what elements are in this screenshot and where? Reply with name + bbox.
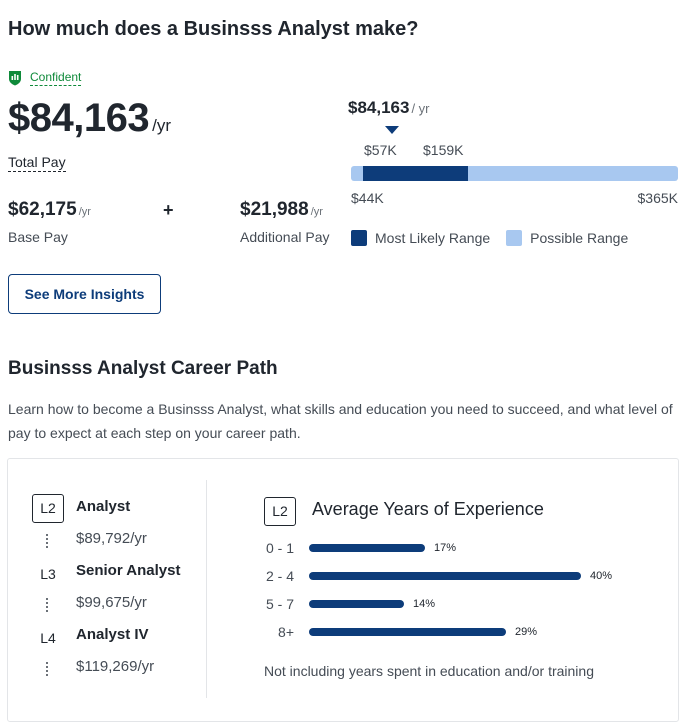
likely-low-label: $57K [364,142,397,158]
connector-dots [46,534,48,548]
connector-dots [46,598,48,612]
experience-years-label: 0 - 1 [265,540,294,556]
level-badge-l3[interactable]: L3 [40,566,56,582]
level-title-analyst[interactable]: Analyst [76,498,131,515]
experience-percent-label: 14% [413,598,436,610]
experience-percent-label: 29% [515,626,538,638]
likely-range-swatch [351,230,367,246]
possible-range-swatch [506,230,523,246]
experience-years-label: 2 - 4 [265,568,294,584]
confidence-label: Confident [30,70,82,86]
experience-row: 2 - 4 40% [262,568,612,584]
likely-high-label: $159K [423,142,464,158]
confidence-indicator[interactable]: Confident [8,70,82,86]
additional-pay-unit: /yr [310,206,323,218]
base-pay-amount: $62,175 [8,199,77,220]
likely-range-bar [363,166,468,181]
experience-level-badge: L2 [264,497,296,526]
base-pay-unit: /yr [78,206,91,218]
experience-bar [309,600,404,608]
experience-row: 0 - 1 17% [262,540,456,556]
total-pay-amount: $84,163 [8,96,150,140]
experience-years-label: 5 - 7 [265,596,294,612]
connector-dots [46,662,48,676]
experience-bar [309,572,581,580]
level-badge-l2[interactable]: L2 [32,494,64,523]
experience-title: Average Years of Experience [312,499,544,519]
additional-pay-amount: $21,988 [240,199,309,220]
career-path-description: Learn how to become a Businsss Analyst, … [8,401,673,441]
experience-bar [309,628,506,636]
experience-row: 8+ 29% [262,624,537,640]
page-title: How much does a Businsss Analyst make? [8,18,419,40]
card-divider [206,480,207,698]
experience-bar [309,544,425,552]
range-legend: Most Likely Range Possible Range [351,230,644,246]
experience-note: Not including years spent in education a… [264,663,594,679]
likely-range-legend-label: Most Likely Range [375,230,491,246]
range-median-value: $84,163 [348,98,410,117]
median-marker-icon [385,126,399,134]
base-pay: $62,175/yr Base Pay [8,199,91,245]
additional-pay: $21,988/yr Additional Pay [240,199,330,245]
level-salary-senior-analyst: $99,675/yr [76,594,147,611]
plus-sign: + [163,200,174,220]
range-max-label: $365K [637,190,678,206]
experience-percent-label: 40% [590,570,613,582]
range-median-unit: / yr [411,101,430,116]
experience-percent-label: 17% [434,542,457,554]
level-badge-l4[interactable]: L4 [40,630,56,646]
range-median: $84,163/ yr [348,98,430,118]
career-path-title: Businsss Analyst Career Path [8,358,278,379]
range-min-label: $44K [351,190,384,206]
confidence-shield-icon [9,71,21,86]
total-pay-unit: /yr [152,116,171,135]
career-path-card [7,458,679,722]
level-title-senior-analyst[interactable]: Senior Analyst [76,562,181,579]
level-title-analyst-iv[interactable]: Analyst IV [76,626,149,643]
total-pay: $84,163 /yr [8,96,171,141]
total-pay-label[interactable]: Total Pay [8,154,66,172]
possible-range-bar [351,166,678,181]
possible-range-legend-label: Possible Range [530,230,629,246]
see-more-insights-button[interactable]: See More Insights [8,274,161,314]
base-pay-label: Base Pay [8,229,68,245]
level-salary-analyst-iv: $119,269/yr [76,658,155,675]
additional-pay-label: Additional Pay [240,229,330,245]
experience-row: 5 - 7 14% [262,596,435,612]
level-salary-analyst: $89,792/yr [76,530,147,547]
experience-years-label: 8+ [278,624,294,640]
